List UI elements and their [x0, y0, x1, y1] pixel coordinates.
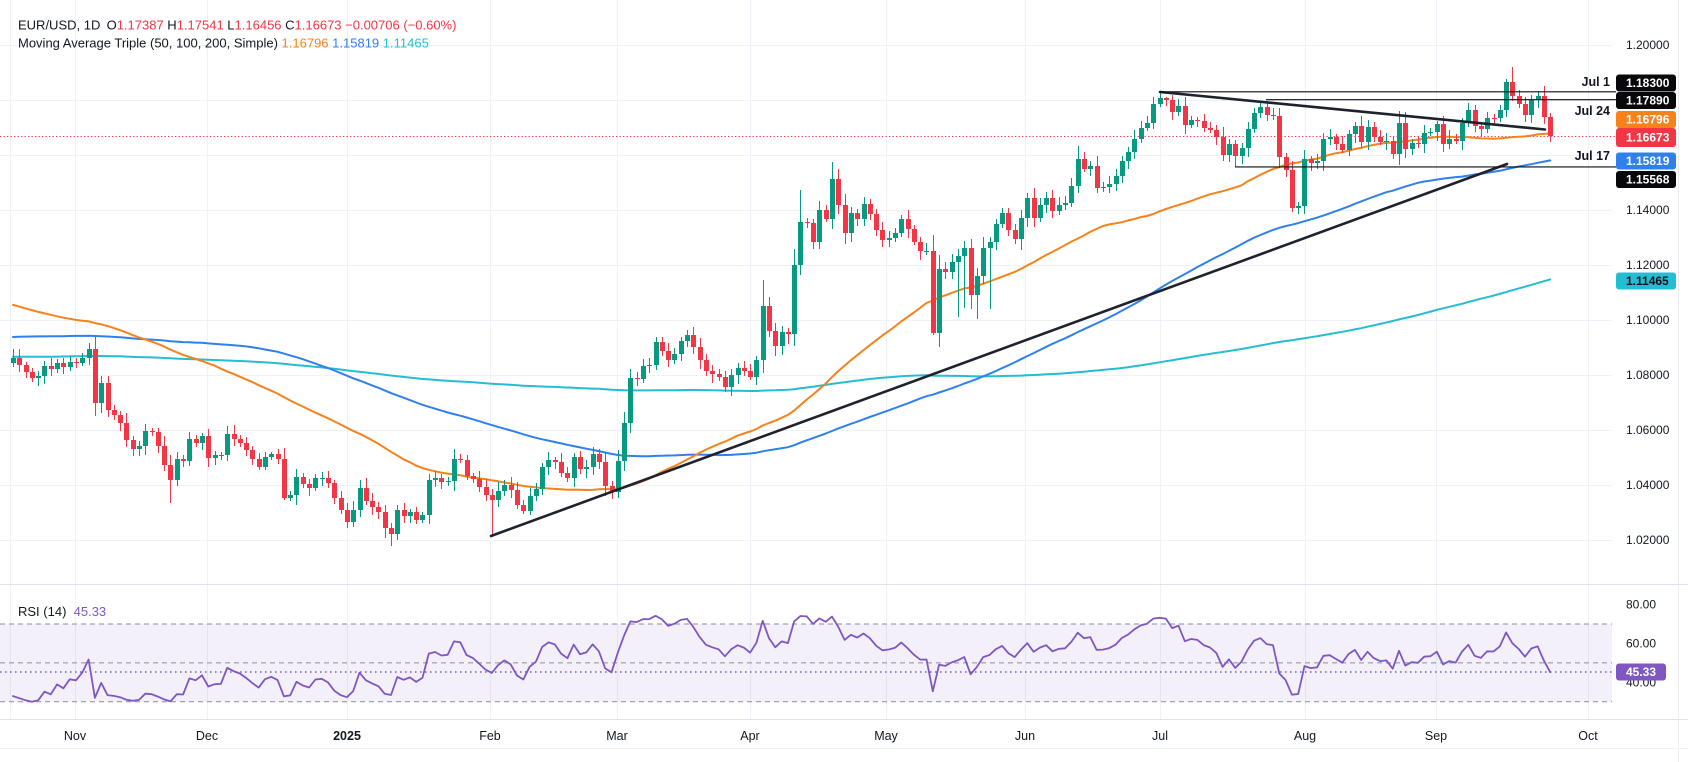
svg-text:Sep: Sep [1425, 729, 1447, 743]
svg-text:1.18300: 1.18300 [1626, 76, 1670, 90]
svg-text:1.02000: 1.02000 [1626, 533, 1670, 547]
svg-text:1.11465: 1.11465 [1626, 274, 1669, 288]
svg-text:1.16673: 1.16673 [1626, 131, 1670, 145]
svg-text:Nov: Nov [64, 729, 87, 743]
svg-text:1.06000: 1.06000 [1626, 423, 1670, 437]
svg-text:1.15568: 1.15568 [1626, 173, 1670, 187]
svg-text:1.12000: 1.12000 [1626, 258, 1670, 272]
svg-text:1.04000: 1.04000 [1626, 478, 1670, 492]
svg-text:Aug: Aug [1294, 729, 1316, 743]
svg-text:1.17890: 1.17890 [1626, 94, 1670, 108]
svg-text:Apr: Apr [740, 729, 759, 743]
svg-text:80.00: 80.00 [1626, 598, 1656, 612]
svg-text:Jul 1: Jul 1 [1582, 75, 1611, 89]
svg-text:Mar: Mar [606, 729, 628, 743]
svg-text:Dec: Dec [196, 729, 218, 743]
svg-text:1.16796: 1.16796 [1626, 113, 1670, 127]
svg-text:1.20000: 1.20000 [1626, 38, 1670, 52]
svg-text:Jun: Jun [1015, 729, 1035, 743]
svg-text:May: May [874, 729, 898, 743]
svg-text:Feb: Feb [479, 729, 501, 743]
svg-text:Moving Average Triple (50, 100: Moving Average Triple (50, 100, 200, Sim… [18, 36, 429, 51]
svg-text:RSI (14) 45.33: RSI (14) 45.33 [18, 604, 106, 619]
svg-text:Jul 24: Jul 24 [1575, 104, 1610, 118]
svg-text:1.15819: 1.15819 [1626, 154, 1670, 168]
svg-text:1.14000: 1.14000 [1626, 203, 1670, 217]
svg-text:60.00: 60.00 [1626, 636, 1656, 650]
svg-text:1.08000: 1.08000 [1626, 368, 1670, 382]
svg-text:Oct: Oct [1578, 729, 1598, 743]
svg-text:EUR/USD, 1D O1.17387 H1.17541: EUR/USD, 1D O1.17387 H1.17541 L1.16456 C… [18, 18, 456, 33]
svg-text:2025: 2025 [333, 729, 361, 743]
svg-text:Jul: Jul [1152, 729, 1168, 743]
svg-text:1.10000: 1.10000 [1626, 313, 1670, 327]
svg-text:45.33: 45.33 [1626, 665, 1656, 679]
svg-text:Jul 17: Jul 17 [1575, 149, 1610, 163]
